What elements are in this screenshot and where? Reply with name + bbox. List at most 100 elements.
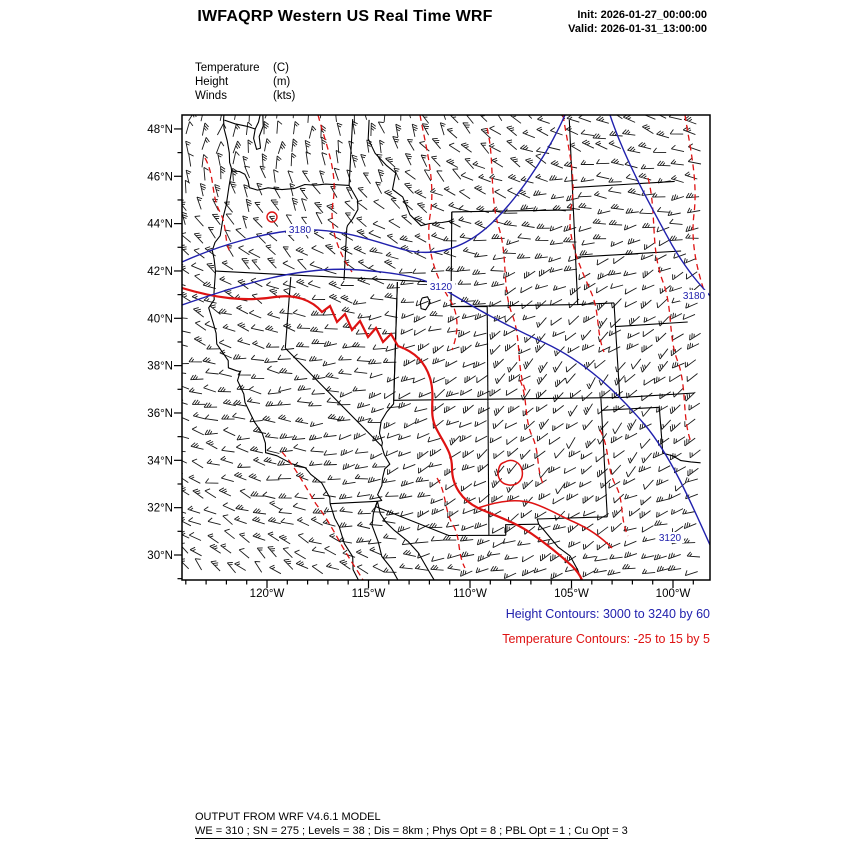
state-border [223, 115, 233, 172]
contour-label-halo [427, 281, 455, 292]
temperature-contour-dashed [281, 451, 364, 580]
lat-tick-label: 46°N [147, 171, 173, 183]
lat-tick-label: 32°N [147, 503, 173, 515]
state-border [613, 302, 621, 398]
temperature-contour-dashed [647, 177, 692, 443]
state-border [348, 119, 354, 186]
lat-tick-label: 40°N [147, 313, 173, 325]
state-border [575, 250, 682, 258]
init-time: Init: 2026-01-27_00:00:00 [577, 9, 707, 21]
height-contour-label: 3120 [430, 282, 453, 293]
state-border [658, 407, 664, 454]
state-border [572, 180, 675, 189]
footer-config-line: WE = 310 ; SN = 275 ; Levels = 38 ; Dis … [195, 825, 628, 837]
state-border [371, 501, 399, 580]
model-footer: OUTPUT FROM WRF V4.6.1 MODEL WE = 310 ; … [195, 810, 628, 838]
lat-tick-label: 36°N [147, 408, 173, 420]
lon-tick-label: 105°W [554, 588, 589, 600]
state-border [393, 397, 620, 401]
lat-tick-label: 34°N [147, 455, 173, 467]
temperature-contour-closed [266, 211, 278, 223]
temperature-contour-dashed [436, 477, 466, 569]
footer-rule [195, 838, 608, 839]
field-legend: Temperature (C) Height (m) Winds (kts) [195, 61, 295, 103]
state-border [538, 523, 582, 580]
state-border [486, 306, 489, 402]
height-contour-label: 3180 [289, 225, 312, 236]
state-border [487, 401, 490, 536]
valid-time: Valid: 2026-01-31_13:00:00 [568, 23, 707, 35]
legend-temperature-unit: (C) [273, 62, 289, 74]
state-border [343, 185, 359, 281]
temperature-contour-dashed [684, 115, 708, 301]
state-border [231, 170, 350, 191]
state-border [450, 282, 488, 308]
state-border [377, 446, 391, 502]
temperature-contour-solid [477, 500, 613, 549]
legend-row-temperature: Temperature (C) [195, 61, 295, 75]
temperature-contour-dashed [486, 127, 527, 393]
state-border [253, 115, 264, 150]
lon-tick-label: 120°W [250, 588, 285, 600]
temperature-contour-dashed [317, 115, 353, 273]
height-contour-label: 3120 [659, 533, 682, 544]
lon-tick-label: 110°W [453, 588, 487, 600]
state-border [505, 523, 539, 536]
temperature-contour-dashed [599, 429, 629, 537]
state-border [224, 115, 261, 130]
map-layers: 3180 3120 3180 3120 [182, 115, 710, 580]
state-border [536, 516, 608, 525]
height-contour [182, 268, 710, 546]
state-border [662, 452, 701, 464]
lon-tick-label: 115°W [352, 588, 386, 600]
run-times: Init: 2026-01-27_00:00:00 Valid: 2026-01… [568, 8, 707, 36]
lat-tick-label: 42°N [147, 266, 173, 278]
state-border [330, 500, 378, 505]
temperature-contour-solid [497, 459, 524, 486]
state-border [577, 302, 615, 306]
temperature-contour-solid [182, 286, 584, 580]
height-contour-label: 3180 [683, 291, 706, 302]
state-border [600, 398, 608, 517]
axis-labels: 48°N 46°N 44°N 42°N 40°N 38°N 36°N 34°N 32°N 30°N… [147, 124, 690, 600]
plot-title: IWFAQRP Western US Real Time WRF [197, 8, 493, 25]
legend-winds-label: Winds [195, 90, 227, 102]
state-border [450, 209, 579, 308]
state-border [451, 209, 574, 213]
state-border [215, 270, 452, 284]
temperature-contour-dashed [519, 379, 545, 487]
temperature-contour-caption: Temperature Contours: -25 to 15 by 5 [502, 632, 710, 646]
legend-winds-unit: (kts) [273, 90, 296, 102]
state-border [615, 321, 688, 328]
legend-temperature-label: Temperature [195, 62, 260, 74]
contour-label-halo [286, 224, 314, 235]
lat-tick-label: 44°N [147, 219, 173, 231]
lat-tick-label: 30°N [147, 550, 173, 562]
legend-row-height: Height (m) [195, 75, 295, 89]
state-border [284, 277, 292, 349]
temperature-contour-dashed [419, 115, 458, 351]
lat-tick-label: 38°N [147, 361, 173, 373]
legend-height-label: Height [195, 76, 229, 88]
height-contour [182, 115, 566, 263]
state-border [208, 271, 331, 504]
state-border [367, 119, 453, 227]
state-border [419, 296, 431, 311]
legend-height-unit: (m) [273, 76, 291, 88]
lon-tick-label: 100°W [656, 588, 691, 600]
map-frame [181, 114, 711, 581]
height-contour [609, 115, 710, 297]
contour-label-halo [680, 290, 708, 301]
state-border [329, 503, 360, 580]
height-contour-caption: Height Contours: 3000 to 3240 by 60 [505, 607, 710, 621]
contour-label-halo [656, 532, 684, 543]
state-border [376, 501, 435, 580]
footer-model-line: OUTPUT FROM WRF V4.6.1 MODEL [195, 811, 381, 823]
lat-tick-label: 48°N [147, 124, 173, 136]
legend-row-winds: Winds (kts) [195, 89, 295, 103]
state-border [378, 281, 398, 447]
state-border [211, 170, 233, 272]
temperature-contour-dashed [562, 115, 605, 353]
state-border [284, 347, 383, 447]
